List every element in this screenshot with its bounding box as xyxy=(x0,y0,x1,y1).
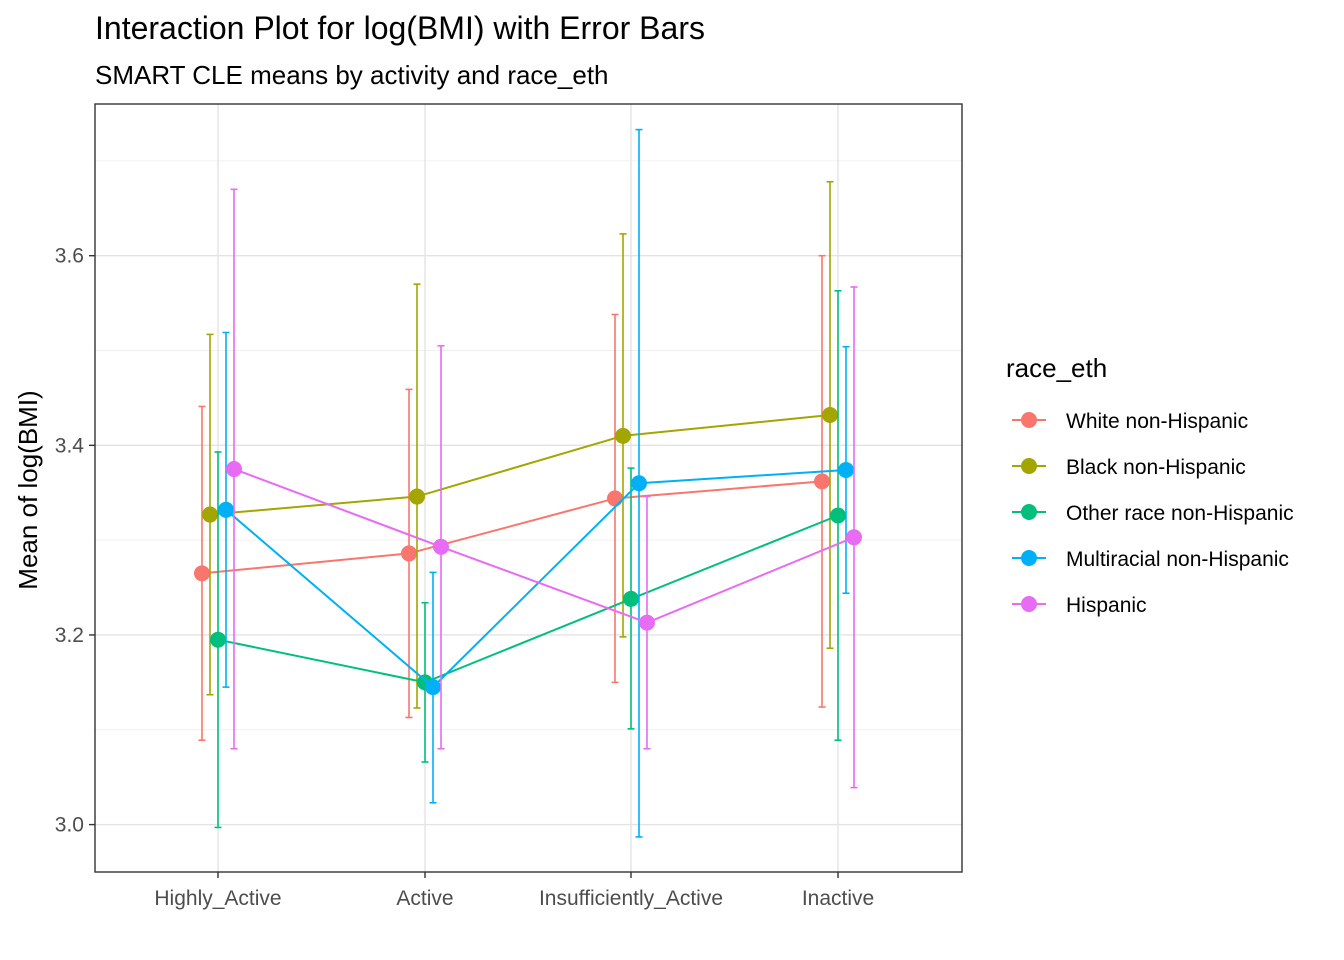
legend-item: White non-Hispanic xyxy=(1012,410,1248,433)
chart-title: Interaction Plot for log(BMI) with Error… xyxy=(95,10,705,46)
data-point xyxy=(830,507,846,524)
series-white-non-hispanic xyxy=(194,254,830,742)
legend-item: Hispanic xyxy=(1012,594,1147,617)
chart-subtitle: SMART CLE means by activity and race_eth xyxy=(95,60,609,90)
y-tick-label: 3.0 xyxy=(55,814,84,837)
legend-item: Other race non-Hispanic xyxy=(1012,502,1294,525)
legend-key-point xyxy=(1021,458,1037,474)
series-black-non-hispanic xyxy=(202,180,838,709)
series-multiracial-non-hispanic xyxy=(218,128,854,838)
data-point xyxy=(202,506,218,523)
series-line xyxy=(209,413,831,516)
data-point xyxy=(607,490,623,507)
legend-label: Hispanic xyxy=(1066,594,1147,617)
data-point xyxy=(401,545,417,562)
legend-title: race_eth xyxy=(1006,353,1107,383)
x-tick-label: Highly_Active xyxy=(154,887,281,910)
y-tick-label: 3.2 xyxy=(55,624,84,647)
series-other-race-non-hispanic xyxy=(210,289,846,829)
series-line xyxy=(201,480,823,575)
axes: 3.0 3.2 3.4 3.6 Highly_Active Active Insuffici… xyxy=(55,245,874,910)
data-point xyxy=(615,427,631,444)
grid-lines xyxy=(95,104,962,872)
y-axis-title: Mean of log(BMI) xyxy=(13,390,43,589)
data-point xyxy=(218,501,234,518)
legend-item: Black non-Hispanic xyxy=(1012,456,1246,479)
panel-border xyxy=(94,103,963,873)
data-point xyxy=(194,565,210,582)
data-point xyxy=(639,614,655,631)
y-tick-label: 3.4 xyxy=(55,434,85,457)
legend-key-point xyxy=(1021,504,1037,520)
legend-label: White non-Hispanic xyxy=(1066,410,1248,433)
legend-label: Other race non-Hispanic xyxy=(1066,502,1294,525)
legend: race_eth White non-Hispanic Black non-Hisp… xyxy=(1006,353,1294,617)
x-tick-label: Insufficiently_Active xyxy=(539,887,723,910)
data-point xyxy=(409,488,425,505)
series-line xyxy=(225,468,847,689)
legend-key-point xyxy=(1021,412,1037,428)
legend-item: Multiracial non-Hispanic xyxy=(1012,548,1289,571)
data-point xyxy=(814,473,830,490)
data-point xyxy=(210,631,226,648)
data-point xyxy=(631,475,647,492)
data-point xyxy=(226,461,242,478)
legend-key-point xyxy=(1021,550,1037,566)
legend-label: Multiracial non-Hispanic xyxy=(1066,548,1289,571)
data-point xyxy=(838,461,854,478)
panel-background xyxy=(95,104,962,872)
data-point xyxy=(433,538,449,555)
x-tick-label: Inactive xyxy=(802,887,874,910)
legend-label: Black non-Hispanic xyxy=(1066,456,1246,479)
x-tick-label: Active xyxy=(396,887,453,910)
data-point xyxy=(623,590,639,607)
series-line xyxy=(233,468,855,624)
data-point xyxy=(846,529,862,546)
legend-key-point xyxy=(1021,596,1037,612)
data-point xyxy=(425,679,441,696)
data-point xyxy=(822,406,838,423)
series-hispanic xyxy=(226,188,862,789)
series-line xyxy=(217,514,839,684)
y-tick-label: 3.6 xyxy=(55,245,84,268)
series-layer xyxy=(194,128,862,838)
